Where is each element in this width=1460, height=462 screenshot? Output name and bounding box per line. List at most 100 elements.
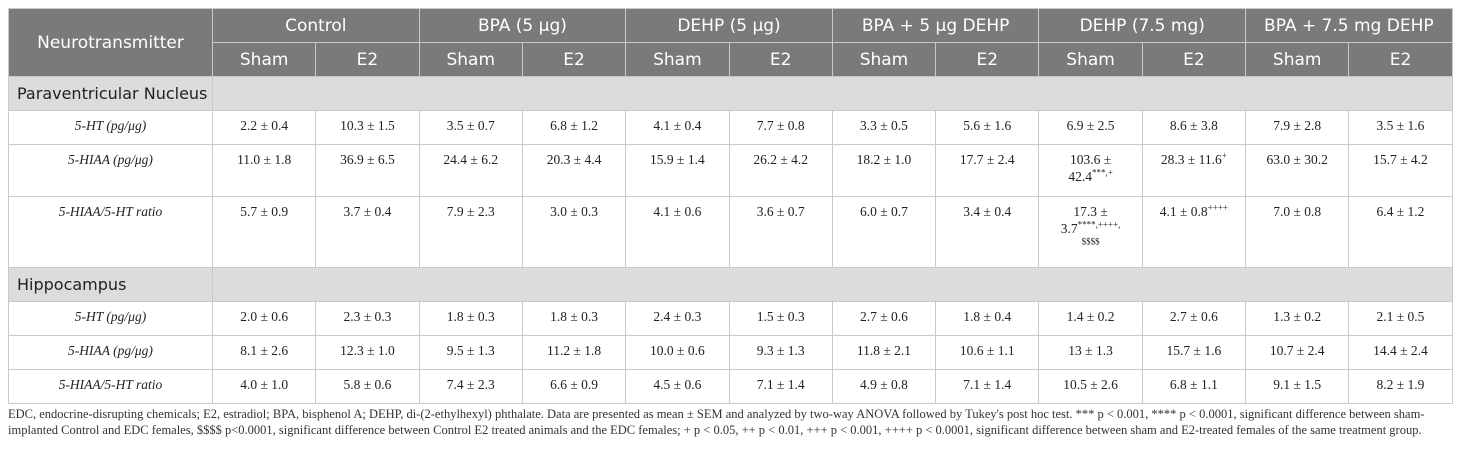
- section-title: Hippocampus: [8, 267, 213, 302]
- table-cell: 4.1 ± 0.4: [625, 110, 730, 145]
- table-cell: 6.9 ± 2.5: [1038, 110, 1143, 145]
- table-cell: 2.4 ± 0.3: [625, 301, 730, 336]
- table-row: 5-HIAA (pg/μg) 8.1 ± 2.6 12.3 ± 1.0 9.5 …: [8, 335, 1453, 370]
- table-cell: 3.5 ± 1.6: [1348, 110, 1453, 145]
- table-cell: 11.0 ± 1.8: [211, 144, 317, 197]
- section-title: Paraventricular Nucleus: [8, 76, 213, 111]
- table-cell: 3.0 ± 0.3: [521, 196, 627, 268]
- table-cell: 5.8 ± 0.6: [315, 369, 420, 404]
- header-sub-sham: Sham: [418, 42, 523, 77]
- table-cell: 2.2 ± 0.4: [211, 110, 317, 145]
- table-cell: 2.1 ± 0.5: [1348, 301, 1453, 336]
- header-group-bpa-7-5mg-dehp: BPA + 7.5 mg DEHP: [1245, 8, 1453, 43]
- table-cell: 3.6 ± 0.7: [728, 196, 833, 268]
- table-cell: 17.7 ± 2.4: [935, 144, 1040, 197]
- table-cell: 11.2 ± 1.8: [521, 335, 627, 370]
- header-sub-sham: Sham: [831, 42, 937, 77]
- table-footnote: EDC, endocrine-disrupting chemicals; E2,…: [8, 407, 1425, 437]
- table-cell: 4.1 ± 0.6: [625, 196, 730, 268]
- header-row-sub: Sham E2 Sham E2 Sham E2 Sham E2 Sham E2 …: [9, 42, 1453, 77]
- cell-value-line2: 42.4: [1068, 169, 1092, 184]
- table-cell: 8.2 ± 1.9: [1348, 369, 1453, 404]
- cell-value-line2: 3.7: [1060, 221, 1078, 236]
- header-group-bpa-5ug: BPA (5 μg): [418, 8, 627, 43]
- table-cell: 5.6 ± 1.6: [935, 110, 1040, 145]
- header-group-control: Control: [212, 8, 420, 43]
- header-sub-sham: Sham: [625, 42, 730, 77]
- significance-marker: ++++: [1207, 202, 1228, 213]
- table-cell: 2.3 ± 0.3: [315, 301, 420, 336]
- table-cell: 2.7 ± 0.6: [1141, 301, 1247, 336]
- row-label: 5-HT (pg/μg): [8, 110, 213, 145]
- table-cell: 6.4 ± 1.2: [1348, 196, 1453, 268]
- section-fill: [212, 267, 1453, 302]
- table-cell: 7.1 ± 1.4: [728, 369, 833, 404]
- table-cell: 24.4 ± 6.2: [418, 144, 523, 197]
- table-cell: 1.8 ± 0.3: [521, 301, 627, 336]
- table-cell: 10.0 ± 0.6: [625, 335, 730, 370]
- cell-value-line1: 17.3 ±: [1073, 204, 1108, 219]
- table-cell: 11.8 ± 2.1: [831, 335, 937, 370]
- header-sub-sham: Sham: [1038, 42, 1143, 77]
- row-label: 5-HT (pg/μg): [8, 301, 213, 336]
- table-row: 5-HT (pg/μg) 2.2 ± 0.4 10.3 ± 1.5 3.5 ± …: [8, 110, 1453, 145]
- header-sub-e2: E2: [728, 42, 833, 77]
- table-cell: 1.8 ± 0.4: [935, 301, 1040, 336]
- header-sub-sham: Sham: [1245, 42, 1350, 77]
- table-cell: 13 ± 1.3: [1038, 335, 1143, 370]
- header-sub-sham: Sham: [211, 42, 317, 77]
- table-cell: 20.3 ± 4.4: [521, 144, 627, 197]
- section-row-paraventricular: Paraventricular Nucleus: [8, 76, 1453, 111]
- header-sub-e2: E2: [315, 42, 420, 77]
- significance-marker: ***,+: [1091, 167, 1113, 178]
- row-label: 5-HIAA (pg/μg): [8, 144, 213, 197]
- table-cell: 1.5 ± 0.3: [728, 301, 833, 336]
- significance-marker: +: [1221, 150, 1227, 161]
- row-label: 5-HIAA (pg/μg): [8, 335, 213, 370]
- table-cell: 28.3 ± 11.6+: [1141, 144, 1247, 197]
- table-cell: 36.9 ± 6.5: [315, 144, 420, 197]
- table-cell: 7.9 ± 2.8: [1245, 110, 1350, 145]
- table-row: 5-HIAA/5-HT ratio 4.0 ± 1.0 5.8 ± 0.6 7.…: [8, 369, 1453, 404]
- table-cell: 63.0 ± 30.2: [1245, 144, 1350, 197]
- table-cell: 6.6 ± 0.9: [521, 369, 627, 404]
- table-cell: 26.2 ± 4.2: [728, 144, 833, 197]
- data-table-container: Neurotransmitter Control BPA (5 μg) DEHP…: [8, 8, 1453, 404]
- table-cell: 7.7 ± 0.8: [728, 110, 833, 145]
- table-row: 5-HIAA/5-HT ratio 5.7 ± 0.9 3.7 ± 0.4 7.…: [8, 196, 1453, 268]
- cell-value: 28.3 ± 11.6: [1160, 152, 1222, 167]
- table-cell: 17.3 ± 3.7****,++++, $$$$: [1038, 196, 1143, 268]
- table-cell: 7.4 ± 2.3: [418, 369, 523, 404]
- table-cell: 15.7 ± 4.2: [1348, 144, 1453, 197]
- table-cell: 10.6 ± 1.1: [935, 335, 1040, 370]
- cell-value-line1: 103.6 ±: [1069, 152, 1112, 167]
- table-cell: 9.1 ± 1.5: [1245, 369, 1350, 404]
- table-cell: 12.3 ± 1.0: [315, 335, 420, 370]
- table-cell: 2.7 ± 0.6: [831, 301, 937, 336]
- table-cell: 10.3 ± 1.5: [315, 110, 420, 145]
- table-cell: 1.8 ± 0.3: [418, 301, 523, 336]
- table-cell: 10.7 ± 2.4: [1245, 335, 1350, 370]
- table-cell: 4.9 ± 0.8: [831, 369, 937, 404]
- header-group-bpa-5ug-dehp: BPA + 5 μg DEHP: [831, 8, 1040, 43]
- header-sub-e2: E2: [935, 42, 1040, 77]
- table-cell: 2.0 ± 0.6: [211, 301, 317, 336]
- table-cell: 3.3 ± 0.5: [831, 110, 937, 145]
- significance-marker: ****,++++,: [1077, 219, 1121, 230]
- header-sub-e2: E2: [1141, 42, 1247, 77]
- table-cell: 18.2 ± 1.0: [831, 144, 937, 197]
- header-sub-e2: E2: [521, 42, 627, 77]
- header-neurotransmitter: Neurotransmitter: [8, 8, 213, 77]
- table-cell: 8.1 ± 2.6: [211, 335, 317, 370]
- table-cell: 1.4 ± 0.2: [1038, 301, 1143, 336]
- table-cell: 8.6 ± 3.8: [1141, 110, 1247, 145]
- table-cell: 6.0 ± 0.7: [831, 196, 937, 268]
- header-sub-e2: E2: [1348, 42, 1453, 77]
- section-row-hippocampus: Hippocampus: [8, 267, 1453, 302]
- table-cell: 15.7 ± 1.6: [1141, 335, 1247, 370]
- significance-marker-line3: $$$$: [1081, 236, 1100, 247]
- table-row: 5-HT (pg/μg) 2.0 ± 0.6 2.3 ± 0.3 1.8 ± 0…: [8, 301, 1453, 336]
- table-row: 5-HIAA (pg/μg) 11.0 ± 1.8 36.9 ± 6.5 24.…: [8, 144, 1453, 197]
- header-row-groups: Neurotransmitter Control BPA (5 μg) DEHP…: [8, 8, 1453, 77]
- header-group-dehp-5ug: DEHP (5 μg): [625, 8, 833, 43]
